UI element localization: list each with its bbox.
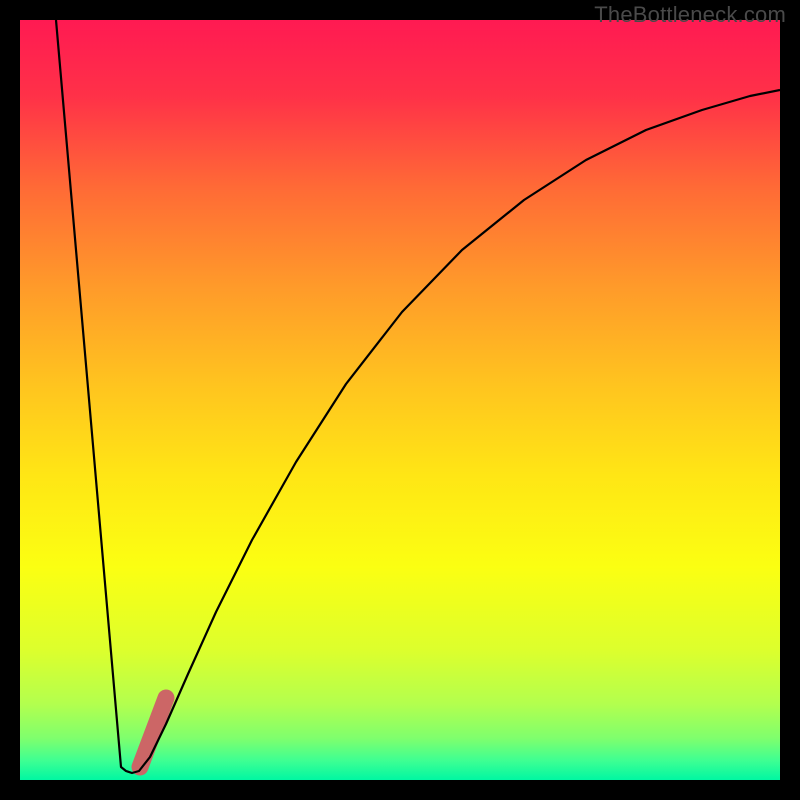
bottleneck-curve — [56, 20, 780, 773]
curve-layer — [20, 20, 780, 780]
watermark-text: TheBottleneck.com — [594, 2, 786, 28]
plot-area — [20, 20, 780, 780]
